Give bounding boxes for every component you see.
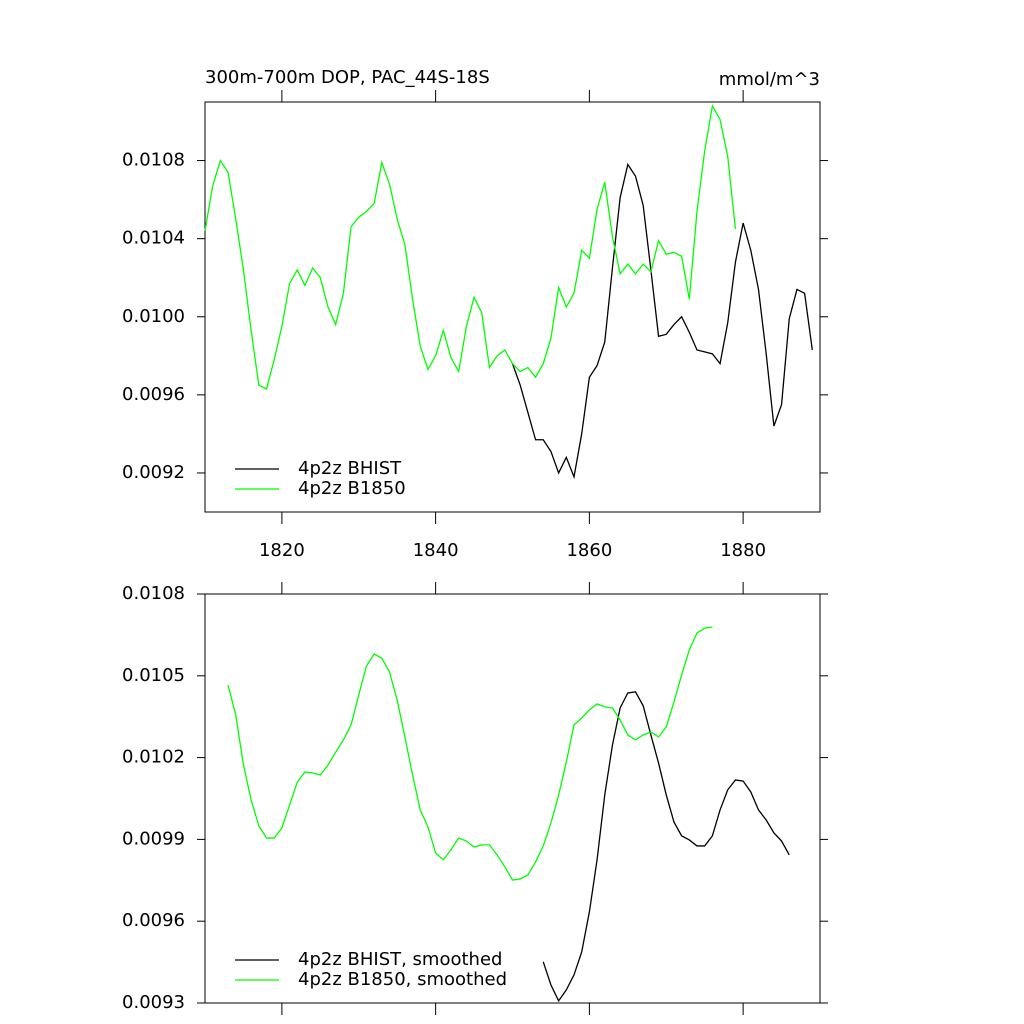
chart-title: 300m-700m DOP, PAC_44S-18S (205, 67, 490, 88)
y-tick-label: 0.0108 (122, 583, 185, 604)
x-tick-label: 1820 (259, 540, 305, 561)
y-tick-label: 0.0092 (122, 462, 185, 483)
x-tick-label: 1840 (413, 540, 459, 561)
data-line (542, 691, 790, 1003)
y-tick-label: 0.0102 (122, 747, 185, 768)
legend-label: 4p2z BHIST (298, 458, 402, 479)
data-line (227, 626, 713, 881)
units-label: mmol/m^3 (719, 69, 820, 90)
y-tick-label: 0.0108 (122, 150, 185, 171)
x-tick-label: 1880 (720, 540, 766, 561)
y-tick-label: 0.0096 (122, 910, 185, 931)
plot-frame (204, 101, 821, 513)
y-tick-label: 0.0099 (122, 828, 185, 849)
plot-frame (204, 593, 821, 1004)
data-line (511, 162, 813, 480)
y-tick-label: 0.0100 (122, 306, 185, 327)
y-tick-label: 0.0104 (122, 228, 185, 249)
x-tick-label: 1860 (566, 540, 612, 561)
y-tick-label: 0.0105 (122, 665, 185, 686)
legend-label: 4p2z B1850, smoothed (298, 969, 507, 990)
legend-label: 4p2z B1850 (298, 478, 406, 499)
legend-label: 4p2z BHIST, smoothed (298, 949, 502, 970)
y-tick-label: 0.0093 (122, 992, 185, 1013)
data-line (204, 103, 737, 390)
y-tick-label: 0.0096 (122, 384, 185, 405)
